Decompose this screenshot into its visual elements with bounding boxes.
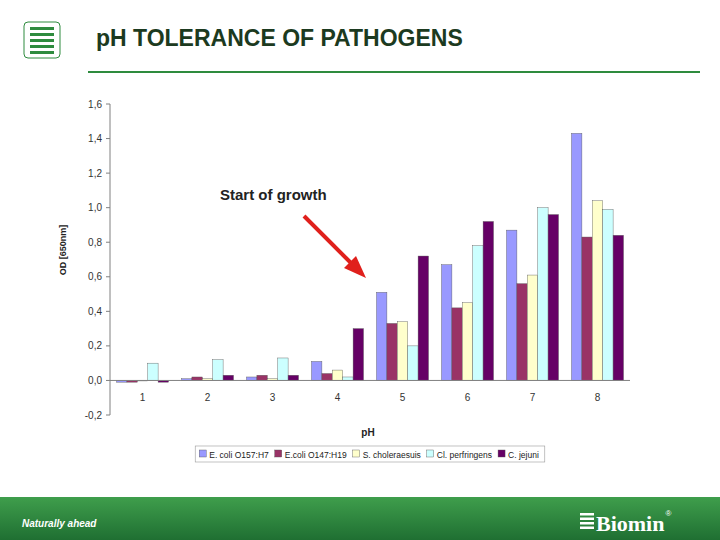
x-tick-label: 7 (530, 392, 536, 403)
bar (548, 215, 558, 381)
y-tick-label: 0,0 (88, 375, 102, 386)
bar (247, 377, 257, 380)
legend-swatch (353, 450, 360, 457)
y-tick (106, 311, 110, 312)
bar (387, 323, 397, 380)
legend: E. coli O157:H7 E.coli O147:H19 S. cholera… (195, 446, 545, 462)
header-icon-line (30, 33, 54, 36)
legend-box (195, 446, 545, 462)
y-tick-label: 1,4 (88, 133, 102, 144)
bar (257, 375, 267, 380)
y-tick-label: 0,6 (88, 271, 102, 282)
bar (332, 370, 342, 380)
legend-label: E.coli O147:H19 (285, 450, 347, 460)
footer-logo-line (580, 522, 594, 525)
footer-logo-line (580, 513, 594, 516)
legend-label: Cl. perfringens (437, 450, 492, 460)
bar (442, 265, 452, 381)
legend-label: C. jejuni (508, 450, 539, 460)
header-icon-line (30, 27, 54, 30)
bar (192, 377, 202, 380)
header-icon (24, 22, 60, 58)
header-icon-line (30, 45, 54, 48)
legend-swatch (427, 450, 434, 457)
bar (507, 230, 517, 380)
x-tick-label: 5 (400, 392, 406, 403)
header-icon-line (30, 39, 54, 42)
footer-logo-line (580, 518, 594, 521)
bar (452, 308, 462, 381)
y-tick-label: 0,2 (88, 340, 102, 351)
x-tick-label: 4 (335, 392, 341, 403)
y-tick (106, 415, 110, 416)
bar (377, 292, 387, 380)
bar (343, 377, 353, 380)
bar (223, 375, 233, 380)
y-tick (106, 345, 110, 346)
y-tick (106, 173, 110, 174)
annotation-arrow (304, 216, 356, 268)
legend-label: E. coli O157:H7 (209, 450, 269, 460)
y-tick-label: -0,2 (85, 410, 103, 421)
bar (483, 221, 493, 380)
x-tick-label: 2 (205, 392, 211, 403)
y-tick-label: 0,4 (88, 306, 102, 317)
x-tick-label: 8 (595, 392, 601, 403)
annotation-arrowhead (344, 256, 366, 278)
bar (418, 256, 428, 380)
legend-swatch (498, 450, 505, 457)
annotation: Start of growth (220, 186, 327, 203)
bar (408, 346, 418, 381)
y-tick (106, 138, 110, 139)
bar (148, 363, 158, 380)
bar (473, 246, 483, 381)
bar (517, 284, 527, 381)
y-tick (106, 242, 110, 243)
x-tick-label: 6 (465, 392, 471, 403)
x-axis-label: pH (361, 427, 374, 438)
title: pH TOLERANCE OF PATHOGENS (96, 25, 463, 51)
bar (288, 375, 298, 380)
y-tick (106, 104, 110, 105)
bar (538, 208, 548, 381)
y-tick-label: 1,0 (88, 202, 102, 213)
bar (527, 275, 537, 380)
bar (582, 237, 592, 380)
x-tick-label: 1 (140, 392, 146, 403)
y-tick (106, 276, 110, 277)
bar (462, 303, 472, 381)
title-rule (88, 71, 700, 73)
bar (213, 360, 223, 381)
bar (572, 133, 582, 380)
footer-brand: Biomin (596, 511, 664, 536)
x-axis (110, 380, 630, 381)
footer-brand-mark: ® (665, 509, 671, 518)
bar (397, 322, 407, 381)
bar (603, 209, 613, 380)
y-tick-label: 1,2 (88, 168, 102, 179)
header-icon-line (30, 51, 54, 54)
y-axis-label: OD [650nm] (58, 225, 68, 276)
footer-logo-line (580, 527, 594, 530)
y-tick (106, 380, 110, 381)
bar (613, 235, 623, 380)
bars (117, 133, 624, 382)
bar (312, 361, 322, 380)
legend-label: S. choleraesuis (363, 450, 421, 460)
bar (322, 374, 332, 381)
bar (592, 201, 602, 381)
footer-slogan: Naturally ahead (22, 518, 97, 529)
y-tick-label: 0,8 (88, 237, 102, 248)
bar (278, 358, 288, 380)
legend-swatch (275, 450, 282, 457)
legend-swatch (199, 450, 206, 457)
x-tick-label: 3 (270, 392, 276, 403)
y-axis (110, 104, 111, 415)
y-tick-label: 1,6 (88, 99, 102, 110)
y-tick (106, 207, 110, 208)
footer-band (0, 497, 720, 540)
bar (353, 329, 363, 381)
